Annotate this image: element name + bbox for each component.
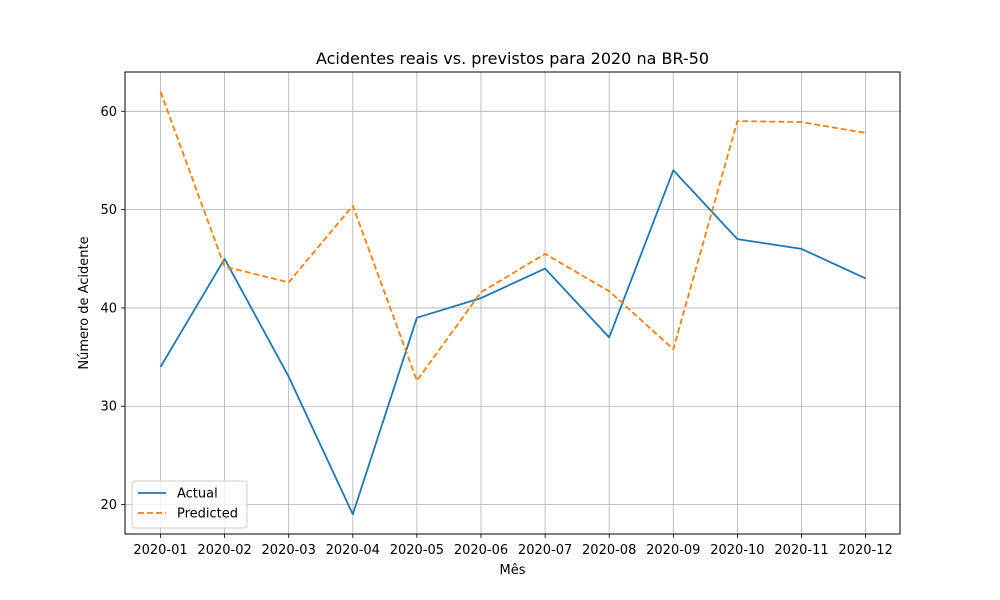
x-tick-label: 2020-06 xyxy=(454,543,508,558)
x-tick-label: 2020-10 xyxy=(710,543,764,558)
y-tick-label: 50 xyxy=(100,203,117,218)
x-tick-label: 2020-12 xyxy=(838,543,892,558)
x-axis-label: Mês xyxy=(500,563,526,578)
chart-title: Acidentes reais vs. previstos para 2020 … xyxy=(316,49,709,68)
legend-label-actual: Actual xyxy=(177,487,218,502)
x-ticks: 2020-01 2020-02 2020-03 2020-04 2020-05 2020-… xyxy=(133,534,893,558)
y-tick-label: 30 xyxy=(100,400,117,415)
x-tick-label: 2020-11 xyxy=(774,543,828,558)
y-tick-label: 20 xyxy=(100,498,117,513)
x-tick-label: 2020-05 xyxy=(390,543,444,558)
x-tick-label: 2020-07 xyxy=(518,543,572,558)
y-tick-label: 40 xyxy=(100,301,117,316)
legend-label-predicted: Predicted xyxy=(177,507,238,522)
x-tick-label: 2020-04 xyxy=(326,543,380,558)
x-tick-label: 2020-02 xyxy=(197,543,251,558)
series-line-actual xyxy=(159,169,866,516)
plot-frame xyxy=(124,71,901,535)
series-line-predicted xyxy=(159,91,866,382)
y-tick-label: 60 xyxy=(100,105,117,120)
x-tick-label: 2020-08 xyxy=(582,543,636,558)
x-tick-label: 2020-01 xyxy=(133,543,187,558)
x-tick-label: 2020-09 xyxy=(646,543,700,558)
series-lines xyxy=(159,91,866,516)
grid xyxy=(125,72,900,534)
legend: Actual Predicted xyxy=(131,480,248,529)
y-ticks: 20 30 40 50 60 xyxy=(100,105,125,513)
y-axis-label: Número de Acidente xyxy=(77,236,92,369)
x-tick-label: 2020-03 xyxy=(262,543,316,558)
